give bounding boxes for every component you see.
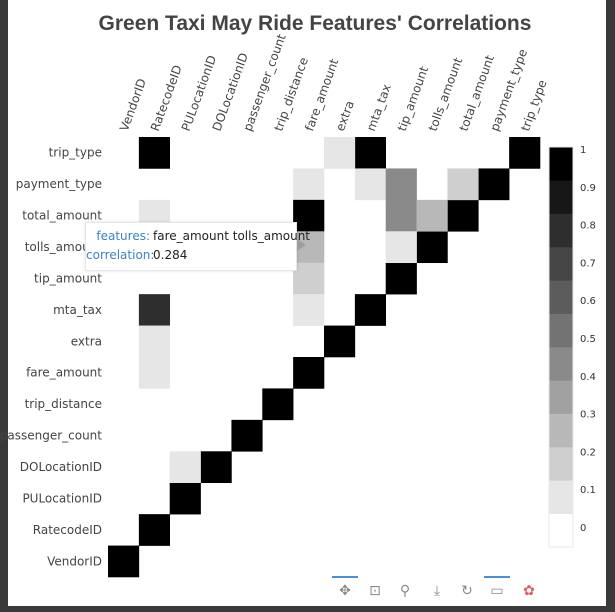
heatmap-cell-ratecodeid-trip-type[interactable] <box>138 137 171 169</box>
colorbar-tick-label: 0.3 <box>580 410 596 421</box>
x-tick-label-ratecodeid: RatecodeID <box>148 63 185 133</box>
y-tick-label-extra: extra <box>71 334 102 348</box>
heatmap-cell-tip-amount-tolls-amount[interactable] <box>385 231 417 264</box>
frame-bottom-edge <box>0 606 615 612</box>
colorbar-swatch <box>549 247 573 281</box>
colorbar-tick-label: 0 <box>580 523 586 534</box>
wheel-zoom-icon[interactable]: ⚲ <box>399 583 411 599</box>
heatmap-cell-ratecodeid-ratecodeid[interactable] <box>138 514 171 546</box>
heatmap-cell-ratecodeid-mta-tax[interactable] <box>138 294 171 326</box>
colorbar-border <box>548 146 574 548</box>
x-tick-label-trip-type: trip_type <box>518 78 549 133</box>
heatmap-cell-fare-amount-mta-tax[interactable] <box>293 294 325 326</box>
y-tick-label-trip-distance: trip_distance <box>25 397 102 411</box>
frame-right-edge <box>606 0 615 612</box>
tooltip-features-value: fare_amount tolls_amount <box>153 229 311 243</box>
y-tick-label-total-amount: total_amount <box>22 209 102 223</box>
y-tick-label-pulocationid: PULocationID <box>22 491 102 505</box>
y-tick-label-payment-type: payment_type <box>16 177 102 191</box>
x-tick-label-extra: extra <box>333 99 357 133</box>
heatmap-cell-mta-tax-trip-type[interactable] <box>354 137 387 169</box>
plot-toolbar: ✥ ⊡ ⚲ ⤓ ↻ ▭ ✿ <box>330 576 545 606</box>
colorbar-swatch <box>549 280 573 314</box>
colorbar-tick-label: 0.7 <box>580 258 596 269</box>
y-tick-label-tip-amount: tip_amount <box>34 271 102 285</box>
heatmap-cell-pulocationid-pulocationid[interactable] <box>169 482 201 515</box>
y-tick-label-vendorid: VendorID <box>47 554 102 568</box>
heatmap-cell-tip-amount-tip-amount[interactable] <box>385 262 417 295</box>
heatmap-cell-mta-tax-mta-tax[interactable] <box>354 294 387 326</box>
heatmap-cell-total-amount-total-amount[interactable] <box>447 199 479 232</box>
colorbar-swatch <box>549 213 573 248</box>
colorbar-swatch <box>549 180 573 214</box>
heatmap-cell-mta-tax-payment-type[interactable] <box>354 168 387 201</box>
pan-icon[interactable]: ✥ <box>332 576 358 604</box>
heatmap-cell-payment-type-payment-type[interactable] <box>478 168 510 201</box>
heatmap-cell-trip-distance-trip-distance[interactable] <box>262 388 294 421</box>
reset-icon[interactable]: ↻ <box>461 583 473 599</box>
hover-icon[interactable]: ▭ <box>484 576 510 604</box>
heatmap-cell-tip-amount-total-amount[interactable] <box>385 199 417 232</box>
heatmap-cell-dolocationid-dolocationid[interactable] <box>200 451 232 484</box>
heatmap-cell-extra-extra[interactable] <box>324 325 356 358</box>
hover-tooltip: features: fare_amount tolls_amount correl… <box>85 222 310 271</box>
colorbar-swatch <box>549 413 573 448</box>
tooltip-features-row: features: fare_amount tolls_amount <box>86 229 310 243</box>
colorbar-tick-label: 1 <box>580 145 586 156</box>
colorbar-tick-label: 0.1 <box>580 485 596 496</box>
tooltip-pointer <box>297 239 306 251</box>
tooltip-correlation-value: 0.284 <box>153 248 188 262</box>
y-tick-label-mta-tax: mta_tax <box>53 303 102 317</box>
y-tick-label-passenger-count: passenger_count <box>0 429 102 443</box>
frame-left-edge <box>0 0 8 612</box>
save-icon[interactable]: ⤓ <box>433 583 441 599</box>
tooltip-correlation-label: correlation: <box>86 248 155 262</box>
colorbar-tick-label: 0.4 <box>580 372 596 383</box>
x-tick-label-mta-tax: mta_tax <box>364 82 394 133</box>
colorbar-swatch <box>549 447 573 481</box>
y-tick-label-ratecodeid: RatecodeID <box>33 523 102 537</box>
colorbar-swatch <box>549 480 573 514</box>
x-tick-label-tip-amount: tip_amount <box>395 64 431 133</box>
colorbar-tick-label: 0.2 <box>580 447 596 458</box>
tooltip-features-label: features: <box>96 229 150 243</box>
tooltip-correlation-row: correlation:0.284 <box>86 248 187 262</box>
y-tick-label-tolls-amount: tolls_amount <box>25 240 103 254</box>
heatmap-cell-passenger-count-passenger-count[interactable] <box>231 419 263 452</box>
heatmap-cell-tip-amount-payment-type[interactable] <box>385 168 417 201</box>
heatmap-cell-trip-type-trip-type[interactable] <box>509 137 541 169</box>
colorbar-swatch <box>549 380 573 414</box>
colorbar-tick-label: 0.8 <box>580 221 596 232</box>
heatmap-cell-tolls-amount-tolls-amount[interactable] <box>416 231 448 264</box>
colorbar-swatch <box>549 313 573 348</box>
colorbar-swatch <box>549 147 573 181</box>
heatmap-cell-ratecodeid-fare-amount[interactable] <box>138 357 171 389</box>
bokeh-logo-icon[interactable]: ✿ <box>523 583 535 599</box>
x-tick-label-vendorid: VendorID <box>117 77 149 133</box>
heatmap-cell-fare-amount-total-amount[interactable] <box>293 199 325 232</box>
y-tick-label-trip-type: trip_type <box>49 146 102 160</box>
colorbar-swatch <box>549 513 573 548</box>
colorbar-swatch <box>549 347 573 381</box>
heatmap-cell-fare-amount-payment-type[interactable] <box>293 168 325 201</box>
chart-title: Green Taxi May Ride Features' Correlatio… <box>98 12 532 35</box>
heatmap-cell-vendorid-vendorid[interactable] <box>108 545 140 578</box>
y-tick-label-dolocationid: DOLocationID <box>20 460 102 474</box>
heatmap-cell-fare-amount-tip-amount[interactable] <box>293 262 325 295</box>
heatmap-cell-pulocationid-dolocationid[interactable] <box>169 451 201 484</box>
heatmap-cell-ratecodeid-extra[interactable] <box>138 325 171 358</box>
heatmap-cell-total-amount-payment-type[interactable] <box>447 168 479 201</box>
colorbar-tick-label: 0.9 <box>580 183 596 194</box>
heatmap-cell-fare-amount-fare-amount[interactable] <box>293 357 325 389</box>
colorbar-tick-label: 0.5 <box>580 334 596 345</box>
y-tick-label-fare-amount: fare_amount <box>26 366 102 380</box>
box-zoom-icon[interactable]: ⊡ <box>369 583 381 599</box>
colorbar-tick-label: 0.6 <box>580 296 596 307</box>
heatmap-cell-tolls-amount-total-amount[interactable] <box>416 199 448 232</box>
heatmap-cell-extra-trip-type[interactable] <box>324 137 356 169</box>
